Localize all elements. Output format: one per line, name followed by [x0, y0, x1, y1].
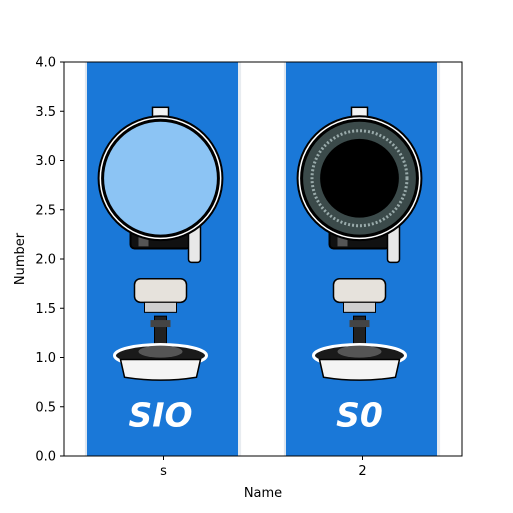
x-tick-label: s — [160, 464, 167, 479]
y-tick-label: 4.0 — [35, 56, 56, 71]
device-neck — [343, 301, 376, 313]
y-tick-label: 3.5 — [35, 105, 56, 120]
device-base-hub — [138, 345, 183, 358]
bar-edge-right — [437, 62, 441, 456]
bar-0: SIO — [84, 62, 242, 456]
bar-image-text: S0 — [336, 395, 383, 434]
device-base-bowl — [318, 358, 401, 381]
y-tick-label: 0.5 — [35, 400, 56, 415]
device-stem-ring — [150, 320, 171, 328]
lens-glass — [320, 138, 399, 218]
bar-edge-right — [238, 62, 242, 456]
lens-mesh — [310, 129, 409, 228]
y-tick-label: 2.0 — [35, 253, 56, 268]
y-tick-label: 1.5 — [35, 302, 56, 317]
x-axis-label: Name — [244, 486, 282, 501]
bar-edge-left — [283, 62, 286, 456]
y-tick-label: 0.0 — [35, 450, 56, 465]
y-tick-label: 3.0 — [35, 154, 56, 169]
device-collar — [133, 277, 188, 304]
y-axis-label: Number — [13, 232, 28, 285]
bars-group: SIO S0 — [84, 62, 441, 456]
x-tick-label: 2 — [358, 464, 366, 479]
y-tick-label: 1.0 — [35, 351, 56, 366]
device-base-bowl — [119, 358, 202, 381]
bar-1: S0 — [283, 62, 441, 456]
y-axis: 0.0 0.5 1.0 1.5 2.0 2.5 3.0 3.5 4.0 — [35, 56, 64, 465]
lens-glass — [101, 118, 220, 238]
device-neck — [144, 301, 177, 313]
device-stem-ring — [349, 320, 370, 328]
bar-image-text: SIO — [128, 395, 192, 434]
device-base-hub — [337, 345, 382, 358]
y-tick-label: 2.5 — [35, 203, 56, 218]
device-collar — [332, 277, 387, 304]
bar-edge-left — [84, 62, 87, 456]
